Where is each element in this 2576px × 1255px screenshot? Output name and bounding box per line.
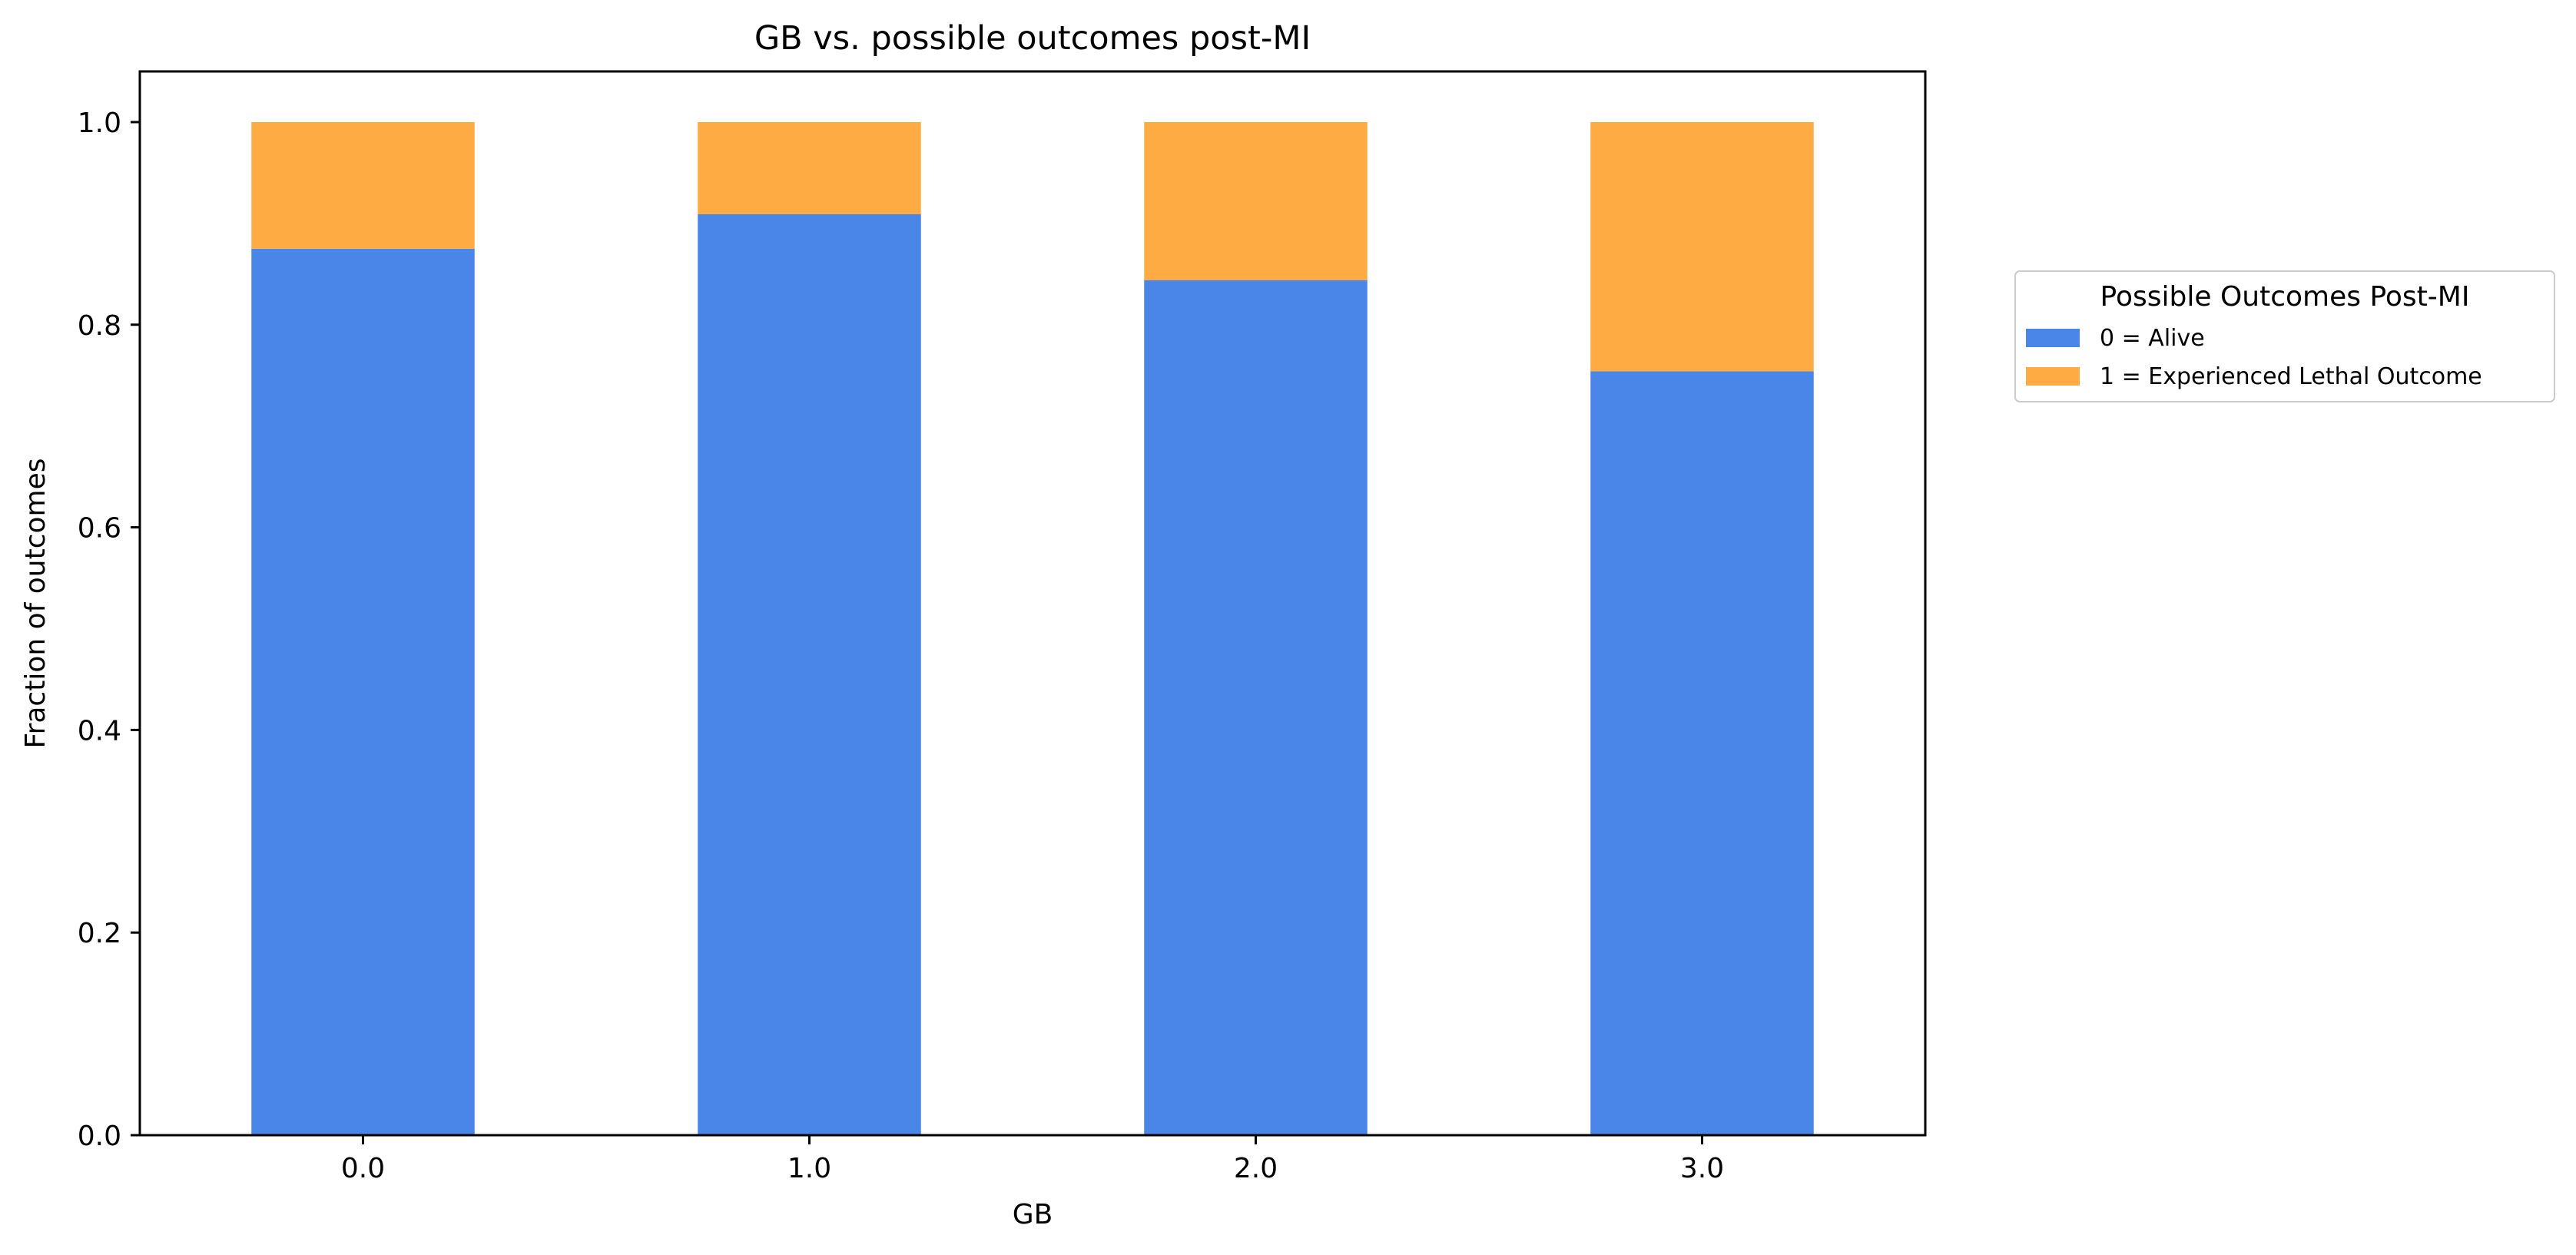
bar-alive-0 [251, 248, 475, 1135]
bar-lethal-3 [1590, 121, 1814, 372]
x-tick-label: 2.0 [1234, 1153, 1278, 1184]
bar-lethal-0 [251, 121, 475, 249]
y-tick-label: 0.4 [78, 715, 121, 747]
x-tick-label: 0.0 [341, 1153, 385, 1184]
legend: Possible Outcomes Post-MI 0 = Alive 1 = … [2014, 270, 2555, 402]
legend-swatch-alive [2026, 329, 2080, 347]
y-tick-label: 1.0 [78, 108, 121, 139]
x-tick-label: 1.0 [787, 1153, 831, 1184]
x-axis-label: GB [1013, 1199, 1053, 1230]
x-tick-label: 3.0 [1680, 1153, 1724, 1184]
bar-lethal-2 [1144, 121, 1368, 280]
y-axis: 0.0 0.2 0.4 0.6 0.8 1.0 [78, 108, 140, 1152]
bar-alive-2 [1144, 280, 1368, 1135]
chart-title: GB vs. possible outcomes post-MI [754, 19, 1311, 58]
y-tick-label: 0.0 [78, 1121, 121, 1152]
bar-alive-1 [698, 214, 921, 1135]
legend-box [2014, 270, 2555, 402]
y-tick-label: 0.8 [78, 310, 121, 342]
plot-frame [138, 70, 1927, 1137]
bar-lethal-1 [698, 121, 921, 214]
legend-title: Possible Outcomes Post-MI [2100, 281, 2470, 313]
bar-alive-3 [1590, 371, 1814, 1135]
y-tick-label: 0.2 [78, 918, 121, 949]
y-axis-label: Fraction of outcomes [20, 458, 51, 748]
x-axis: 0.0 1.0 2.0 3.0 [341, 1135, 1724, 1184]
bars-group [251, 121, 1814, 1135]
y-tick-label: 0.6 [78, 513, 121, 545]
legend-swatch-lethal [2026, 367, 2080, 386]
legend-label-alive: 0 = Alive [2100, 325, 2205, 352]
legend-label-lethal: 1 = Experienced Lethal Outcome [2100, 363, 2482, 390]
